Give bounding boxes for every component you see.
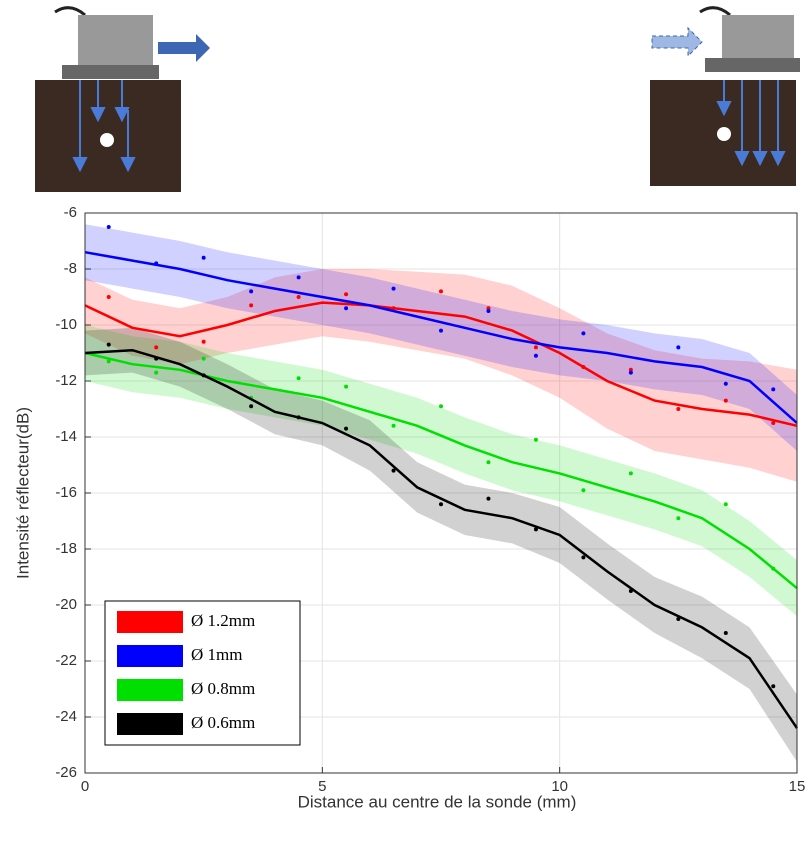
scatter-point (249, 289, 254, 294)
scatter-point (344, 384, 349, 389)
scatter-point (723, 502, 728, 507)
scatter-point (296, 295, 301, 299)
y-tick-label: -6 (64, 204, 77, 221)
legend-swatch (117, 713, 183, 735)
x-tick-label: 5 (318, 778, 326, 795)
scatter-point (581, 555, 586, 560)
scatter-point (344, 426, 349, 431)
scatter-point (201, 339, 206, 344)
y-tick-label: -16 (55, 484, 77, 501)
scatter-point (154, 345, 159, 350)
scatter-point (486, 309, 491, 313)
scatter-point (106, 359, 111, 364)
scatter-point (533, 527, 538, 532)
scatter-point (391, 423, 396, 428)
scatter-point (723, 381, 728, 386)
scatter-point (486, 460, 491, 465)
legend-label: Ø 0.8mm (191, 679, 255, 698)
y-tick-label: -26 (55, 764, 77, 781)
scatter-point (723, 631, 728, 635)
scatter-point (533, 345, 538, 350)
scatter-point (439, 502, 443, 507)
y-tick-label: -12 (55, 372, 77, 389)
scatter-point (201, 356, 206, 361)
x-tick-label: 15 (789, 778, 806, 795)
band (85, 224, 797, 451)
scatter-point (628, 471, 633, 476)
y-tick-label: -18 (55, 540, 77, 557)
scatter-point (533, 437, 538, 442)
scatter-point (771, 387, 776, 392)
plot-frame (84, 212, 798, 774)
scatter-point (439, 404, 443, 409)
scatter-point (628, 370, 633, 375)
scatter-point (296, 376, 301, 381)
line (84, 250, 798, 424)
y-tick-label: -14 (55, 428, 77, 445)
scatter-point (154, 370, 159, 375)
x-tick-label: 10 (551, 778, 568, 795)
scatter-point (533, 353, 538, 358)
scatter-point (439, 289, 443, 294)
band (85, 269, 797, 482)
line (84, 348, 799, 729)
scatter-point (771, 684, 776, 689)
scatter-point (486, 496, 491, 501)
y-tick-label: -10 (55, 316, 77, 333)
y-axis-label: Intensité réflecteur(dB) (13, 407, 32, 579)
scatter-point (723, 398, 728, 403)
line (84, 301, 798, 428)
legend-label: Ø 1mm (191, 645, 242, 664)
y-tick-label: -8 (64, 260, 77, 277)
scatter-point (391, 286, 396, 291)
scatter-point (676, 516, 681, 521)
scatter-point (106, 342, 111, 347)
x-tick-label: 0 (81, 778, 89, 795)
scatter-point (439, 328, 443, 333)
scatter-point (676, 345, 681, 350)
legend-swatch (117, 611, 183, 633)
band (85, 325, 797, 617)
legend-swatch (117, 645, 183, 667)
y-tick-label: -20 (55, 596, 77, 613)
scatter-point (676, 407, 681, 411)
scatter-point (581, 331, 586, 336)
scatter-point (771, 421, 776, 425)
probe-left (35, 6, 210, 192)
scatter-point (249, 404, 254, 409)
probe-right (650, 6, 800, 186)
scatter-point (344, 306, 349, 311)
scatter-point (391, 468, 396, 473)
scatter-point (581, 488, 586, 493)
scatter-point (486, 306, 491, 311)
y-tick-label: -24 (55, 708, 77, 725)
scatter-point (249, 303, 254, 308)
legend-label: Ø 1.2mm (191, 611, 255, 630)
scatter-point (296, 275, 301, 280)
scatter-point (344, 292, 349, 297)
y-tick-label: -22 (55, 652, 77, 669)
legend-label: Ø 0.6mm (191, 713, 255, 732)
scatter-point (106, 225, 111, 229)
scatter-point (106, 295, 111, 299)
x-axis-label: Distance au centre de la sonde (mm) (298, 792, 577, 811)
legend: Ø 1.2mm Ø 1mm Ø 0.8mm Ø 0.6mm (104, 600, 301, 746)
scatter-point (201, 255, 206, 260)
legend-swatch (117, 679, 183, 701)
scatter-point (628, 367, 633, 372)
